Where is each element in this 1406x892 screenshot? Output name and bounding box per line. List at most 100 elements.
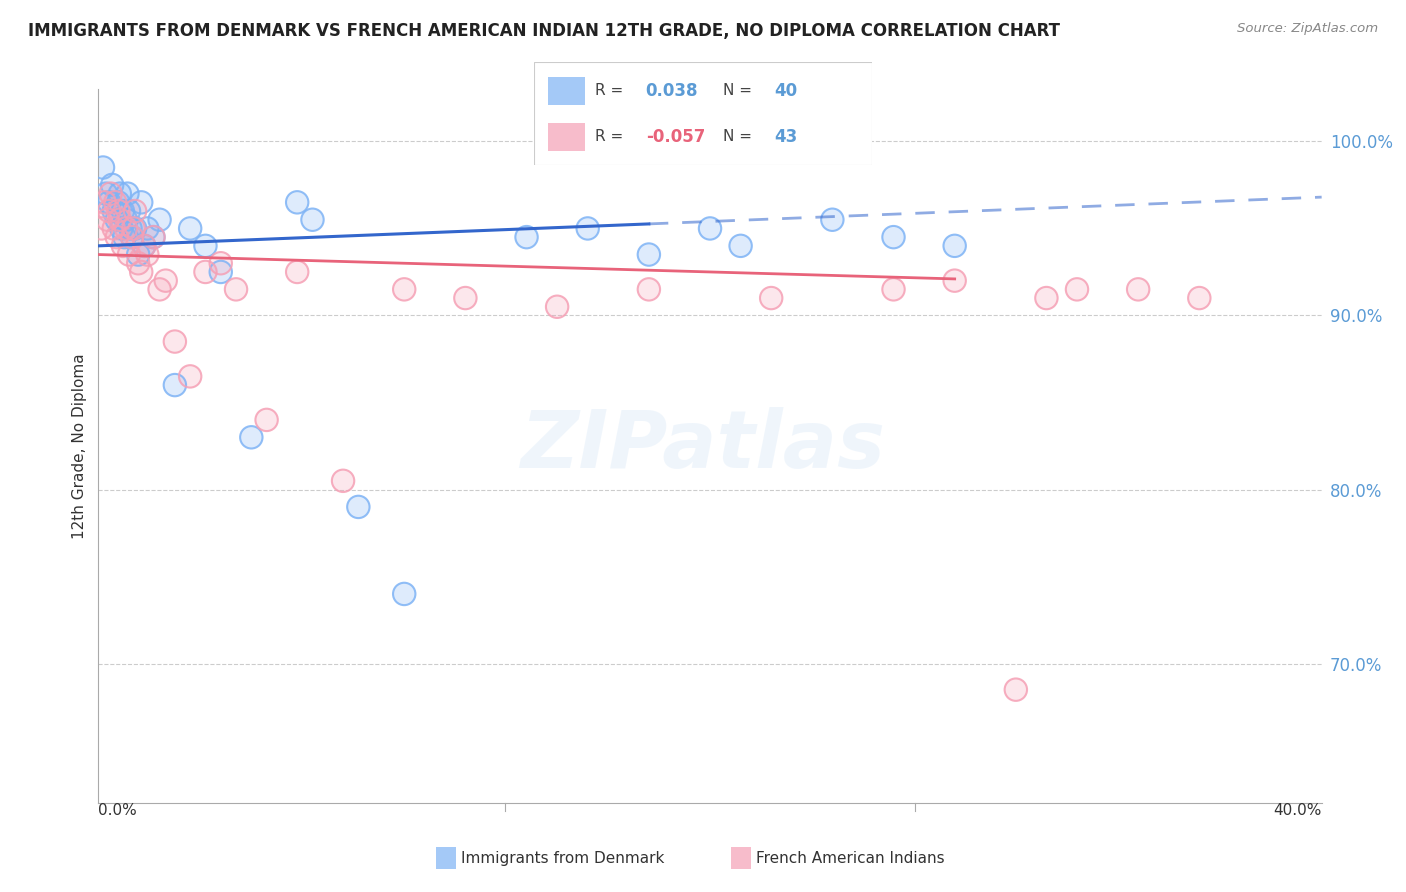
Point <box>120 221 142 235</box>
Point <box>163 378 186 392</box>
Point <box>883 282 905 296</box>
Point <box>209 256 232 270</box>
Point <box>129 265 152 279</box>
Point <box>104 195 127 210</box>
Point <box>240 430 263 444</box>
Point <box>136 247 159 261</box>
Point <box>134 239 156 253</box>
Point <box>821 212 844 227</box>
Point <box>115 221 138 235</box>
Point <box>256 413 278 427</box>
Point <box>347 500 370 514</box>
Point <box>127 247 149 261</box>
Point <box>155 274 177 288</box>
Point <box>100 186 122 201</box>
Point <box>134 239 156 253</box>
Text: ZIPatlas: ZIPatlas <box>520 407 886 485</box>
Point <box>149 212 172 227</box>
Point <box>225 282 247 296</box>
Point <box>1004 682 1026 697</box>
Point <box>1035 291 1057 305</box>
Point <box>194 239 217 253</box>
Point <box>347 500 370 514</box>
Point <box>120 221 142 235</box>
Point <box>97 212 120 227</box>
Text: 0.038: 0.038 <box>645 82 699 100</box>
Point <box>761 291 783 305</box>
Point <box>163 378 186 392</box>
Text: N =: N = <box>723 129 752 145</box>
Text: Source: ZipAtlas.com: Source: ZipAtlas.com <box>1237 22 1378 36</box>
Point <box>332 474 354 488</box>
Point <box>105 230 128 244</box>
Point <box>142 230 165 244</box>
Point <box>194 265 217 279</box>
Point <box>101 178 124 192</box>
Point <box>392 282 416 296</box>
Point <box>761 291 783 305</box>
Point <box>149 282 172 296</box>
Point <box>256 413 278 427</box>
Point <box>94 186 117 201</box>
Point <box>883 230 905 244</box>
Point <box>1066 282 1088 296</box>
Point <box>943 239 966 253</box>
Point <box>118 247 141 261</box>
Point <box>127 256 149 270</box>
Point <box>821 212 844 227</box>
Point <box>118 204 141 219</box>
Text: Immigrants from Denmark: Immigrants from Denmark <box>461 851 665 865</box>
Point <box>1004 682 1026 697</box>
Text: N =: N = <box>723 83 752 98</box>
Point <box>129 195 152 210</box>
Point <box>943 274 966 288</box>
Point <box>107 195 129 210</box>
Point <box>883 230 905 244</box>
Point <box>129 265 152 279</box>
Point <box>111 239 134 253</box>
Point <box>637 282 661 296</box>
Bar <box>548 123 585 151</box>
Point <box>93 195 115 210</box>
Text: 40: 40 <box>773 82 797 100</box>
Point <box>285 195 308 210</box>
Point <box>1035 291 1057 305</box>
Point <box>129 195 152 210</box>
Point <box>103 204 125 219</box>
Point <box>136 247 159 261</box>
Point <box>105 230 128 244</box>
Point <box>94 186 117 201</box>
Point <box>149 212 172 227</box>
Point <box>107 195 129 210</box>
Point <box>117 186 139 201</box>
Point <box>136 221 159 235</box>
Y-axis label: 12th Grade, No Diploma: 12th Grade, No Diploma <box>72 353 87 539</box>
Point <box>124 221 146 235</box>
Point <box>115 212 138 227</box>
Point <box>209 265 232 279</box>
Point <box>179 221 201 235</box>
Point <box>108 212 131 227</box>
Point <box>142 230 165 244</box>
Point <box>943 274 966 288</box>
Point <box>127 256 149 270</box>
Point <box>91 161 114 175</box>
Point <box>392 282 416 296</box>
Point <box>1066 282 1088 296</box>
Point <box>1188 291 1211 305</box>
Point <box>118 247 141 261</box>
Text: French American Indians: French American Indians <box>756 851 945 865</box>
Point <box>730 239 752 253</box>
Text: 43: 43 <box>773 128 797 145</box>
Point <box>127 247 149 261</box>
Point <box>301 212 323 227</box>
Point <box>104 195 127 210</box>
Point <box>110 221 132 235</box>
Point <box>142 230 165 244</box>
Point <box>1128 282 1150 296</box>
Point <box>107 204 129 219</box>
Point <box>149 282 172 296</box>
Point <box>142 230 165 244</box>
Point <box>111 239 134 253</box>
Point <box>107 204 129 219</box>
